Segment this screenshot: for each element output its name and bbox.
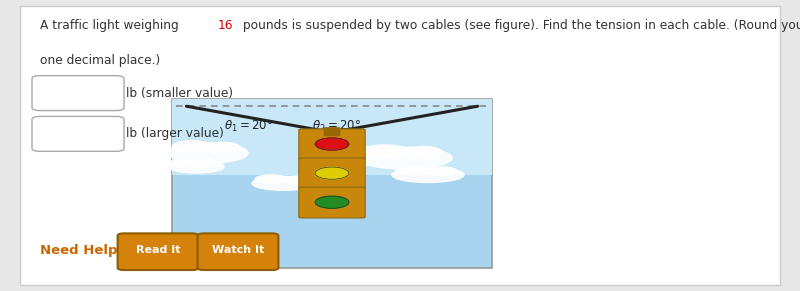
Ellipse shape (172, 141, 212, 153)
Ellipse shape (392, 167, 464, 182)
Text: $\theta_1 = 20°$: $\theta_1 = 20°$ (224, 119, 273, 134)
Ellipse shape (168, 143, 248, 163)
Text: 16: 16 (218, 19, 233, 32)
Ellipse shape (404, 147, 442, 159)
Ellipse shape (252, 176, 316, 190)
Text: lb (larger value): lb (larger value) (126, 127, 223, 140)
Text: Watch It: Watch It (212, 245, 264, 255)
Ellipse shape (168, 160, 224, 173)
FancyBboxPatch shape (198, 233, 278, 270)
Ellipse shape (356, 147, 452, 169)
FancyBboxPatch shape (172, 99, 492, 175)
FancyBboxPatch shape (118, 233, 198, 270)
Text: one decimal place.): one decimal place.) (40, 54, 160, 67)
Ellipse shape (171, 159, 198, 166)
Text: pounds is suspended by two cables (see figure). Find the tension in each cable. : pounds is suspended by two cables (see f… (239, 19, 800, 32)
Ellipse shape (361, 145, 409, 158)
FancyBboxPatch shape (32, 116, 124, 151)
Ellipse shape (396, 166, 432, 175)
Text: Need Help?: Need Help? (40, 244, 126, 257)
FancyBboxPatch shape (324, 127, 340, 136)
FancyBboxPatch shape (172, 99, 492, 268)
Text: Read It: Read It (136, 245, 180, 255)
Circle shape (315, 138, 349, 150)
Text: lb (smaller value): lb (smaller value) (126, 87, 233, 100)
FancyBboxPatch shape (299, 129, 365, 160)
Ellipse shape (428, 167, 457, 175)
Ellipse shape (284, 176, 310, 184)
Ellipse shape (255, 175, 287, 183)
Text: A traffic light weighing: A traffic light weighing (40, 19, 182, 32)
FancyBboxPatch shape (20, 6, 780, 285)
FancyBboxPatch shape (299, 187, 365, 218)
Ellipse shape (196, 159, 218, 167)
Circle shape (315, 167, 349, 179)
Text: $\theta_2 = 20°$: $\theta_2 = 20°$ (312, 119, 361, 134)
FancyBboxPatch shape (299, 158, 365, 189)
Circle shape (315, 196, 349, 208)
FancyBboxPatch shape (32, 76, 124, 111)
Ellipse shape (208, 142, 240, 153)
